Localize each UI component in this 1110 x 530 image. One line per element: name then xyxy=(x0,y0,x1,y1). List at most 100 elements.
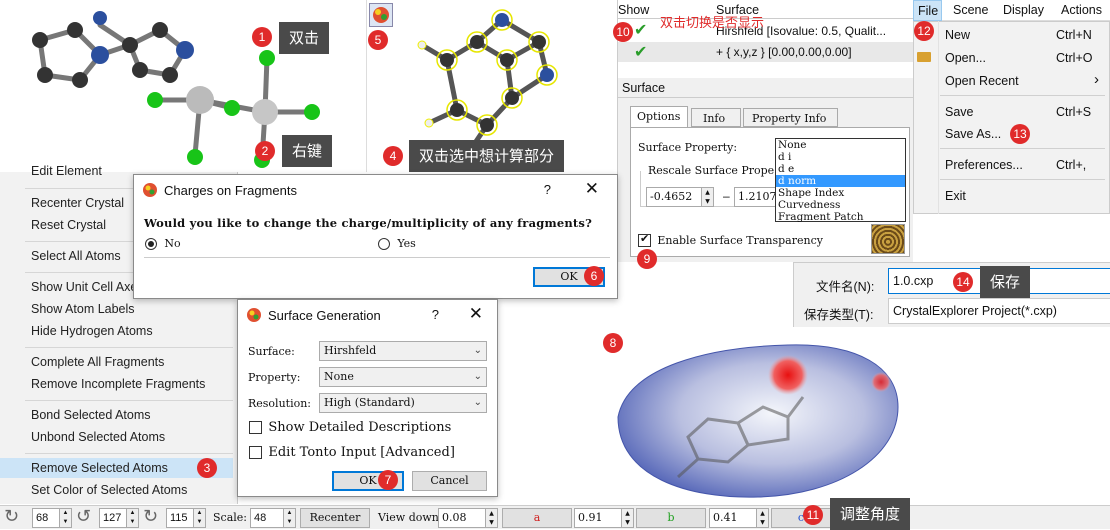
scale-input[interactable]: 48 ▲ ▼ xyxy=(250,508,296,528)
context-menu-item[interactable]: Set Color of Selected Atoms xyxy=(31,483,188,497)
tab-options[interactable]: Options xyxy=(630,106,688,127)
tab-info[interactable]: Info xyxy=(691,108,741,127)
menu-separator xyxy=(940,148,1105,149)
context-menu-item[interactable]: Recenter Crystal xyxy=(31,196,125,210)
step-badge: 13 xyxy=(1010,124,1030,144)
yes-radio-row[interactable]: Yes xyxy=(378,236,416,250)
menu-item-new[interactable]: New xyxy=(945,28,971,42)
context-menu-item[interactable]: Remove Selected Atoms xyxy=(0,458,233,478)
property-option[interactable]: d norm xyxy=(776,175,905,187)
menu-item-save[interactable]: Save xyxy=(945,105,974,119)
view-b-button[interactable]: b xyxy=(636,508,706,528)
show-detailed-checkbox[interactable] xyxy=(249,421,262,435)
step-badge: 7 xyxy=(378,470,398,490)
view-a-input[interactable]: 0.08 ▲ ▼ xyxy=(438,508,498,528)
close-icon[interactable]: ✕ xyxy=(468,304,483,323)
transparency-row[interactable]: ✔ Enable Surface Transparency xyxy=(638,233,823,248)
menu-item-open-recent[interactable]: Open Recent xyxy=(945,74,1019,88)
min-value-input[interactable]: -0.4652 ▲ ▼ xyxy=(646,187,714,207)
shortcut-new: Ctrl+N xyxy=(1056,28,1092,42)
show-detailed-row[interactable]: Show Detailed Descriptions xyxy=(249,420,451,435)
range-dash: – xyxy=(723,189,730,203)
surface-cancel-button[interactable]: Cancel xyxy=(412,471,487,491)
surface-generation-dialog: Surface Generation ? ✕ Surface: Hirshfel… xyxy=(237,299,498,497)
view-a-button[interactable]: a xyxy=(502,508,572,528)
context-menu-item[interactable]: Bond Selected Atoms xyxy=(31,408,151,422)
property-option[interactable]: d e xyxy=(778,163,795,175)
hirshfeld-surface-view[interactable] xyxy=(598,327,913,505)
context-menu-item[interactable]: Unbond Selected Atoms xyxy=(31,430,166,444)
surface-column-header: Surface xyxy=(716,3,760,17)
menu-scene[interactable]: Scene xyxy=(953,3,989,17)
surface-select[interactable]: Hirshfeld ⌄ xyxy=(319,341,487,361)
visible-check-icon[interactable]: ✔ xyxy=(634,22,648,39)
menu-item-exit[interactable]: Exit xyxy=(945,189,966,203)
menu-item-preferences[interactable]: Preferences... xyxy=(945,158,1023,172)
spin-buttons[interactable]: ▲ ▼ xyxy=(485,509,497,527)
view-b-value: 0.91 xyxy=(578,511,603,524)
rotate-x-icon: ↻ xyxy=(4,506,20,526)
rot-x-input[interactable]: 68 ▲ ▼ xyxy=(32,508,72,528)
surface-row[interactable]: ✔ + { x,y,z } [0.00,0.00,0.00] xyxy=(618,42,914,62)
property-option[interactable]: Fragment Patch xyxy=(778,211,864,223)
property-option[interactable]: Shape Index xyxy=(778,187,845,199)
show-detailed-label: Show Detailed Descriptions xyxy=(268,420,452,435)
rot-y-input[interactable]: 127 ▲ ▼ xyxy=(99,508,139,528)
edit-tonto-row[interactable]: Edit Tonto Input [Advanced] xyxy=(249,445,455,460)
fragment-viewport[interactable] xyxy=(367,0,617,172)
context-menu-item[interactable]: Remove Incomplete Fragments xyxy=(31,377,206,391)
generate-surface-icon[interactable] xyxy=(369,3,393,27)
no-radio-row[interactable]: No xyxy=(145,236,181,250)
property-option[interactable]: d i xyxy=(778,151,792,163)
step-label: 调整角度 xyxy=(830,498,911,530)
transparency-checkbox[interactable]: ✔ xyxy=(638,233,651,248)
context-menu-item[interactable]: Edit Element xyxy=(31,164,102,178)
dialog-divider xyxy=(144,257,610,258)
menu-file[interactable]: File xyxy=(913,0,942,21)
charges-dialog-titlebar: Charges on Fragments ? ✕ xyxy=(134,175,617,205)
menu-item-open[interactable]: Open... xyxy=(945,51,986,65)
save-dialog: 文件名(N): 1.0.cxp 保存类型(T): CrystalExplorer… xyxy=(793,262,1110,327)
tab-property-info[interactable]: Property Info xyxy=(743,108,838,127)
context-menu-item[interactable]: Select All Atoms xyxy=(31,249,121,263)
context-menu-item[interactable]: Complete All Fragments xyxy=(31,355,165,369)
close-icon[interactable]: ✕ xyxy=(584,179,599,198)
context-menu-item[interactable]: Reset Crystal xyxy=(31,218,107,232)
property-option[interactable]: Curvedness xyxy=(778,199,841,211)
menu-actions[interactable]: Actions xyxy=(1061,3,1102,17)
context-menu-item[interactable]: Show Unit Cell Axes xyxy=(31,280,144,294)
help-icon[interactable]: ? xyxy=(543,182,551,197)
view-b-input[interactable]: 0.91 ▲ ▼ xyxy=(574,508,634,528)
resolution-select[interactable]: High (Standard) ⌄ xyxy=(319,393,487,413)
menu-display[interactable]: Display xyxy=(1003,3,1044,17)
yes-radio[interactable] xyxy=(378,237,390,250)
texture-swatch-icon[interactable] xyxy=(871,224,905,254)
menu-item-save-as[interactable]: Save As... xyxy=(945,127,1002,141)
spin-buttons[interactable]: ▲ ▼ xyxy=(193,509,205,527)
property-option[interactable]: None xyxy=(778,139,807,151)
visible-check-icon[interactable]: ✔ xyxy=(634,44,648,61)
no-label: No xyxy=(164,237,181,250)
spin-buttons[interactable]: ▲ ▼ xyxy=(621,509,633,527)
spin-buttons[interactable]: ▲ ▼ xyxy=(59,509,71,527)
step-badge: 9 xyxy=(637,249,657,269)
surface-row[interactable]: ✔ Hirshfeld [Isovalue: 0.5, Qualit... xyxy=(618,20,914,42)
help-icon[interactable]: ? xyxy=(431,307,439,322)
view-c-input[interactable]: 0.41 ▲ ▼ xyxy=(709,508,769,528)
spin-buttons[interactable]: ▲ ▼ xyxy=(126,509,138,527)
edit-tonto-checkbox[interactable] xyxy=(249,446,262,460)
property-select[interactable]: None ⌄ xyxy=(319,367,487,387)
filetype-value: CrystalExplorer Project(*.cxp) xyxy=(893,304,1057,318)
no-radio[interactable] xyxy=(145,237,157,250)
context-menu-item[interactable]: Show Atom Labels xyxy=(31,302,135,316)
context-menu-item[interactable]: Hide Hydrogen Atoms xyxy=(31,324,153,338)
spin-buttons[interactable]: ▲ ▼ xyxy=(756,509,768,527)
step-label: 右键 xyxy=(282,135,333,167)
filetype-select[interactable]: CrystalExplorer Project(*.cxp) xyxy=(888,298,1110,324)
spin-buttons[interactable]: ▲ ▼ xyxy=(701,188,713,206)
recenter-button[interactable]: Recenter xyxy=(300,508,370,528)
rot-z-input[interactable]: 115 ▲ ▼ xyxy=(166,508,206,528)
spin-buttons[interactable]: ▲ ▼ xyxy=(283,509,295,527)
resolution-label: Resolution: xyxy=(248,397,312,410)
